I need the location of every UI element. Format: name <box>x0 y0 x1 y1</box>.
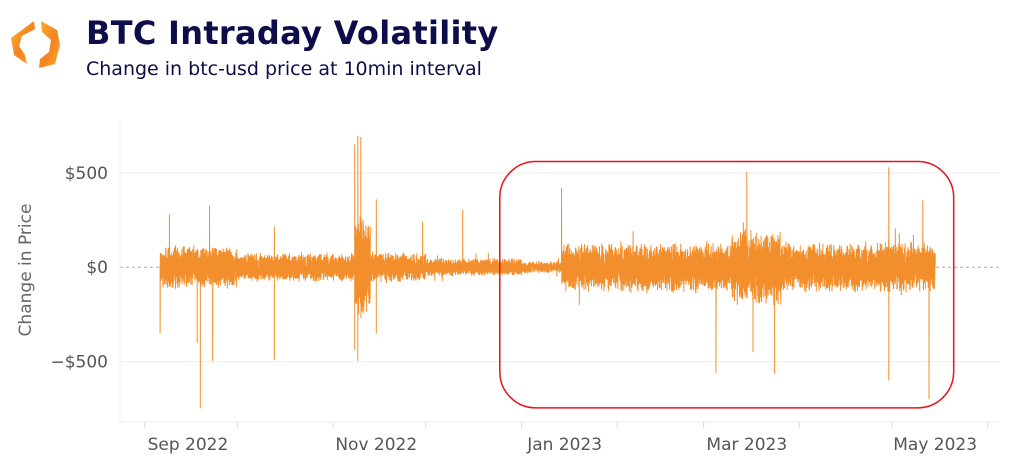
y-tick-label: −$500 <box>50 353 108 373</box>
x-tick-label: Nov 2022 <box>335 435 417 455</box>
highlight-box <box>499 160 955 409</box>
y-tick-label: $500 <box>65 164 108 184</box>
x-tick-label: Sep 2022 <box>148 435 229 455</box>
logo-icon <box>11 21 60 68</box>
chart-title: BTC Intraday Volatility <box>86 14 499 52</box>
logo-left-bracket <box>11 21 35 64</box>
chart-subtitle: Change in btc-usd price at 10min interva… <box>86 58 482 80</box>
logo-right-bracket <box>39 21 60 68</box>
x-tick-label: May 2023 <box>893 435 977 455</box>
price-change-series <box>159 135 936 409</box>
x-tick-label: Jan 2023 <box>526 435 602 455</box>
y-axis-label: Change in Price <box>16 204 36 337</box>
y-tick-label: $0 <box>86 258 108 278</box>
x-tick-label: Mar 2023 <box>706 435 787 455</box>
axis-ticks: $500 $0 −$500 Sep 2022 Nov 2022 Jan 2023 Mar 2… <box>50 164 977 455</box>
